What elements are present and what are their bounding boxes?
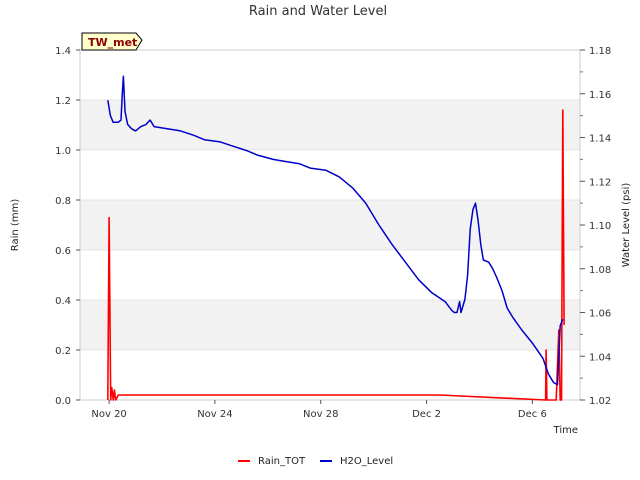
x-tick-label-3: Dec 2 — [412, 409, 441, 420]
x-tick-label-2: Nov 28 — [303, 409, 338, 420]
station-label: TW_met — [88, 36, 137, 49]
y-left-tick-label-7: 1.4 — [55, 46, 71, 57]
x-axis: Nov 20 Nov 24 Nov 28 Dec 2 Dec 6 — [91, 400, 547, 420]
y-left-tick-label-1: 0.2 — [55, 346, 71, 357]
plot-band-1 — [80, 200, 580, 250]
y-left-tick-label-0: 0.0 — [55, 396, 71, 407]
station-badge: TW_met — [81, 32, 143, 51]
plot-grid — [80, 49, 580, 401]
chart-title: Rain and Water Level — [249, 4, 387, 19]
y-right-tick-label-6: 1.14 — [589, 134, 611, 145]
y-left-tick-label-2: 0.4 — [55, 296, 71, 307]
y-right-tick-label-8: 1.18 — [589, 46, 611, 57]
y-right-tick-label-5: 1.12 — [589, 177, 611, 188]
y-axis-left-label: Rain (mm) — [10, 199, 21, 252]
y-right-tick-label-0: 1.02 — [589, 396, 611, 407]
plot-band-2 — [80, 100, 580, 150]
y-axis-right-label: Water Level (psi) — [621, 183, 632, 268]
station-badge-box — [81, 32, 143, 51]
x-tick-label-0: Nov 20 — [91, 409, 126, 420]
y-left-tick-label-5: 1.0 — [55, 146, 71, 157]
x-tick-label-1: Nov 24 — [197, 409, 232, 420]
y-right-tick-label-1: 1.04 — [589, 352, 611, 363]
y-right-tick-label-2: 1.06 — [589, 309, 611, 320]
y-left-tick-label-6: 1.2 — [55, 96, 71, 107]
plot-bands — [80, 100, 580, 350]
series-line-rain-tot — [107, 109, 565, 401]
legend-label-rain-tot: Rain_TOT — [258, 456, 306, 467]
x-tick-label-4: Dec 6 — [518, 409, 547, 420]
y-right-tick-label-4: 1.10 — [589, 221, 611, 232]
legend: Rain_TOT H2O_Level — [238, 456, 393, 467]
x-axis-label: Time — [553, 425, 578, 436]
series-layer — [107, 75, 565, 401]
legend-label-h2o-level: H2O_Level — [340, 456, 393, 467]
y-axis-left: 0.0 0.2 0.4 0.6 0.8 1.0 1.2 1.4 — [55, 46, 80, 407]
y-axis-right: 1.02 1.04 1.06 1.08 1.10 1.12 1.14 1.16 1.18 — [580, 46, 611, 407]
plot-band-0 — [80, 300, 580, 350]
y-left-tick-label-4: 0.8 — [55, 196, 71, 207]
series-line-h2o-level — [107, 75, 564, 386]
y-right-tick-label-3: 1.08 — [589, 265, 611, 276]
y-left-tick-label-3: 0.6 — [55, 246, 71, 257]
y-right-tick-label-7: 1.16 — [589, 90, 611, 101]
